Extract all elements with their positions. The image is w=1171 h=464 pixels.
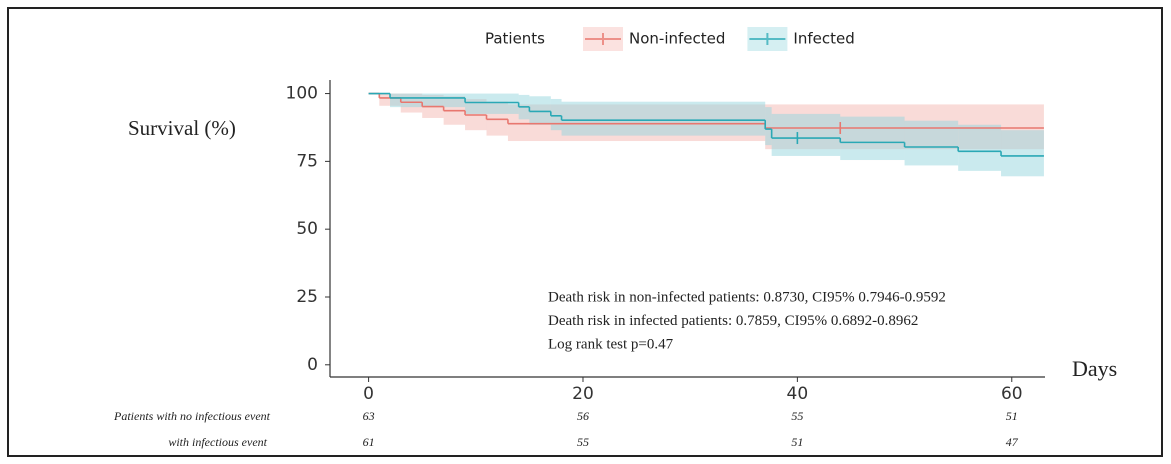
legend-label: Infected bbox=[793, 30, 854, 48]
legend-title: Patients bbox=[485, 30, 545, 48]
y-tick-label: 100 bbox=[286, 84, 318, 104]
confidence-band bbox=[550, 98, 562, 131]
frame bbox=[7, 7, 1163, 457]
confidence-band bbox=[771, 113, 841, 156]
x-tick-label: 40 bbox=[787, 384, 809, 404]
x-tick-label: 0 bbox=[363, 384, 374, 404]
legend-key-bg bbox=[747, 27, 788, 51]
y-tick-label: 25 bbox=[296, 287, 318, 307]
x-axis-label: Days bbox=[1072, 356, 1117, 381]
confidence-band bbox=[958, 124, 1002, 171]
risk-count: 47 bbox=[1006, 435, 1019, 449]
risk-count: 56 bbox=[577, 409, 589, 423]
confidence-band bbox=[765, 107, 772, 146]
risk-count: 51 bbox=[1006, 409, 1018, 423]
confidence-band bbox=[465, 93, 519, 114]
confidence-band bbox=[529, 96, 551, 125]
confidence-band bbox=[390, 93, 466, 108]
y-tick-label: 75 bbox=[296, 151, 318, 171]
legend-key-bg bbox=[583, 27, 623, 51]
y-tick-label: 0 bbox=[307, 355, 318, 375]
legend-label: Non-infected bbox=[629, 30, 725, 48]
risk-row-label: with infectious event bbox=[168, 435, 267, 449]
annotation: Log rank test p=0.47 bbox=[548, 336, 674, 352]
confidence-band bbox=[1001, 130, 1044, 177]
risk-count: 61 bbox=[363, 435, 375, 449]
annotation: Death risk in infected patients: 0.7859,… bbox=[548, 313, 918, 329]
risk-count: 55 bbox=[791, 409, 803, 423]
risk-row-label: Patients with no infectious event bbox=[113, 409, 271, 423]
annotation: Death risk in non-infected patients: 0.8… bbox=[548, 289, 946, 305]
y-axis-label: Survival (%) bbox=[128, 116, 236, 140]
confidence-band bbox=[840, 116, 905, 161]
x-tick-label: 20 bbox=[572, 384, 594, 404]
x-tick-label: 60 bbox=[1001, 384, 1023, 404]
y-tick-label: 50 bbox=[296, 219, 318, 239]
risk-count: 55 bbox=[577, 435, 589, 449]
risk-count: 63 bbox=[363, 409, 375, 423]
confidence-band bbox=[561, 101, 766, 136]
risk-count: 51 bbox=[791, 435, 803, 449]
